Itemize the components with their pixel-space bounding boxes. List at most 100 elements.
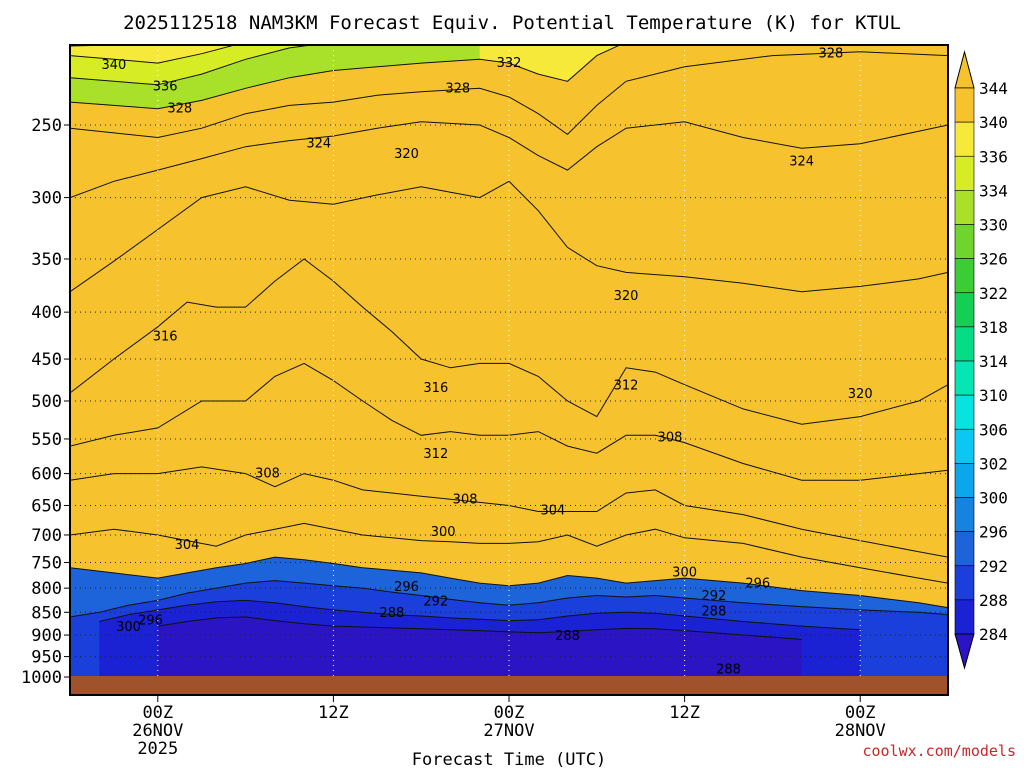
ground-bar — [70, 676, 948, 695]
colorbar-swatch — [954, 87, 975, 123]
contour-label: 320 — [394, 147, 419, 162]
contour-label: 324 — [306, 137, 331, 152]
colorbar-label: 284 — [979, 625, 1008, 644]
colorbar-swatch — [954, 190, 975, 225]
credit-text: coolwx.com/models — [862, 742, 1016, 760]
contour-label: 288 — [555, 629, 580, 644]
ytick-label: 300 — [31, 189, 62, 209]
ytick-label: 950 — [31, 648, 62, 668]
colorbar-swatch — [954, 599, 975, 635]
contour-304 — [70, 522, 948, 584]
ytick-label: 1000 — [21, 668, 62, 688]
xtick-label: 2025 — [137, 739, 178, 759]
ytick-label: 850 — [31, 603, 62, 623]
contour-328 — [70, 51, 948, 139]
color-fill-bands — [70, 45, 948, 677]
contour-label: 304 — [540, 503, 565, 518]
colorbar-swatch — [954, 463, 975, 498]
contour-label: 296 — [745, 577, 770, 592]
colorbar-swatch — [954, 428, 975, 464]
contour-label: 308 — [255, 467, 280, 482]
ytick-label: 250 — [31, 116, 62, 136]
contour-label: 320 — [848, 387, 873, 402]
colorbar-swatch — [954, 531, 975, 567]
colorbar-swatch — [954, 497, 975, 532]
ytick-label: 600 — [31, 465, 62, 485]
contour-label: 312 — [423, 447, 448, 462]
colorbar-label: 296 — [979, 523, 1008, 542]
colorbar-swatch — [954, 155, 975, 191]
colorbar-label: 314 — [979, 352, 1008, 371]
colorbar-label: 300 — [979, 489, 1008, 508]
contour-label: 336 — [153, 80, 178, 95]
contour-336 — [70, 45, 316, 86]
xtick-label: 26NOV — [132, 721, 183, 741]
colorbar-label: 336 — [979, 147, 1008, 166]
contour-320 — [70, 180, 948, 293]
colorbar-label: 330 — [979, 216, 1008, 235]
colorbar-label: 340 — [979, 113, 1008, 132]
contour-label: 300 — [431, 525, 456, 540]
colorbar-bottom-arrow — [954, 633, 975, 670]
contour-label: 288 — [380, 606, 405, 621]
contour-292 — [99, 599, 861, 631]
xtick-label: 00Z — [142, 703, 173, 723]
ytick-label: 900 — [31, 626, 62, 646]
xtick-label: 12Z — [669, 703, 700, 723]
contour-316 — [70, 258, 948, 425]
contour-label: 288 — [701, 604, 726, 619]
contour-324 — [70, 121, 948, 199]
contour-label: 316 — [423, 381, 448, 396]
contour-label: 308 — [453, 492, 478, 507]
contour-labels: 340 336 328 332 328 328 324 320 324 316 320 316 312 3… — [101, 47, 873, 677]
colorbar: 344 340 336 334 330 326 322 318 314 310 306 302 300 2… — [954, 50, 1008, 670]
ytick-label: 700 — [31, 526, 62, 546]
ytick-label: 750 — [31, 553, 62, 573]
colorbar-label: 326 — [979, 250, 1008, 269]
ytick-label: 450 — [31, 350, 62, 370]
colorbar-label: 318 — [979, 318, 1008, 337]
contour-label: 296 — [138, 614, 163, 629]
contour-340 — [70, 45, 237, 64]
dotted-gridlines — [70, 45, 948, 677]
ytick-label: 800 — [31, 579, 62, 599]
colorbar-label: 344 — [979, 79, 1008, 98]
colorbar-swatch — [954, 258, 975, 294]
contour-300 — [70, 556, 948, 609]
contour-label: 288 — [716, 662, 741, 677]
y-axis-ticks: 250 300 350 400 450 500 550 600 650 700 750 800 850 9… — [21, 116, 70, 688]
xtick-label: 00Z — [845, 703, 876, 723]
ytick-label: 350 — [31, 250, 62, 270]
ytick-label: 400 — [31, 303, 62, 323]
colorbar-swatch — [954, 224, 975, 259]
contour-label: 328 — [445, 81, 470, 96]
colorbar-top-arrow — [954, 50, 975, 89]
contour-label: 324 — [789, 155, 814, 170]
contour-label: 340 — [101, 58, 126, 73]
contour-label: 328 — [167, 102, 192, 117]
ytick-label: 650 — [31, 496, 62, 516]
contour-296 — [70, 580, 948, 618]
x-axis-label: Forecast Time (UTC) — [412, 750, 606, 768]
colorbar-label: 322 — [979, 284, 1008, 303]
contour-label: 316 — [153, 329, 178, 344]
colorbar-label: 292 — [979, 557, 1008, 576]
colorbar-label: 306 — [979, 420, 1008, 439]
contour-label: 312 — [614, 379, 639, 394]
colorbar-label: 310 — [979, 386, 1008, 405]
contour-label: 328 — [819, 47, 844, 62]
colorbar-swatch — [954, 565, 975, 601]
colorbar-swatch — [954, 360, 975, 396]
contour-label: 300 — [116, 620, 141, 635]
contour-label: 300 — [672, 565, 697, 580]
ytick-label: 500 — [31, 392, 62, 412]
contour-label: 296 — [394, 580, 419, 595]
xtick-label: 12Z — [318, 703, 349, 723]
contour-label: 332 — [497, 56, 522, 71]
contour-label: 308 — [658, 431, 683, 446]
colorbar-label: 302 — [979, 454, 1008, 473]
contour-label: 304 — [175, 538, 200, 553]
band-288 — [157, 616, 802, 677]
colorbar-swatch — [954, 326, 975, 362]
